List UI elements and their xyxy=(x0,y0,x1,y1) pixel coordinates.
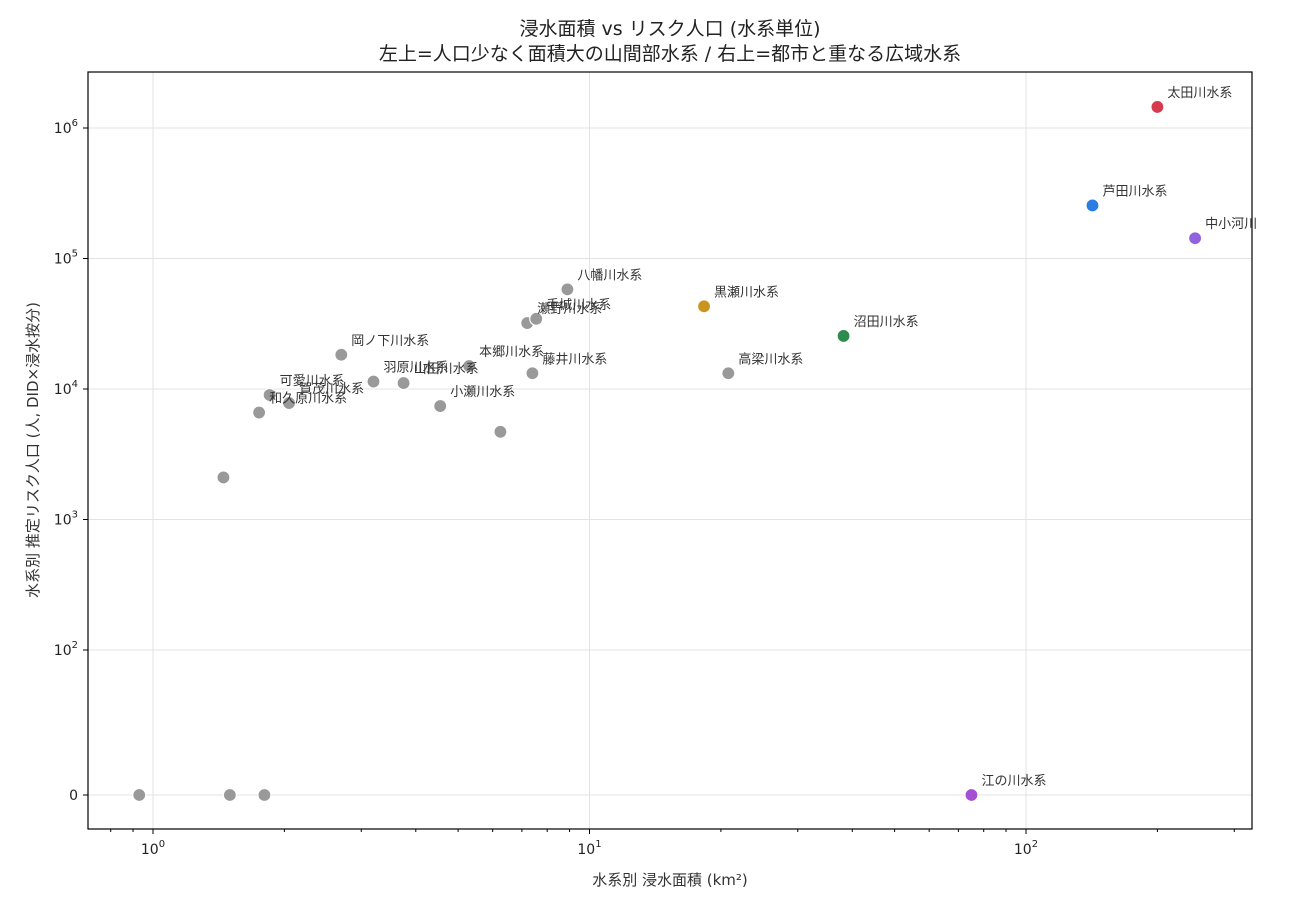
data-point xyxy=(525,366,540,381)
point-label: 芦田川水系 xyxy=(1102,184,1167,199)
point-label: 手城川水系 xyxy=(546,298,611,313)
data-point xyxy=(1085,198,1100,213)
point-label: 小瀬川水系 xyxy=(450,385,515,400)
point-label: 高梁川水系 xyxy=(738,351,803,367)
grid-lines xyxy=(88,72,1252,829)
data-point xyxy=(216,470,231,485)
point-label: 八幡川水系 xyxy=(577,268,642,283)
data-point xyxy=(721,366,736,381)
plot-frame xyxy=(87,71,1253,830)
point-label: 羽原川水系 xyxy=(383,361,448,376)
data-point xyxy=(334,347,349,362)
y-axis-label: 水系別 推定リスク人口 (人, DID×浸水按分) xyxy=(24,302,42,598)
data-point xyxy=(560,282,575,297)
data-points xyxy=(132,99,1203,803)
point-label: 沼田川水系 xyxy=(854,315,919,330)
data-point xyxy=(281,395,297,411)
data-point xyxy=(1187,231,1203,246)
data-point xyxy=(1150,99,1165,115)
point-label: 黒瀬川水系 xyxy=(714,285,779,300)
x-tick-label: 101 xyxy=(577,839,601,858)
y-tick-label: 106 xyxy=(54,118,78,137)
point-label: 江の川水系 xyxy=(981,774,1046,789)
data-point xyxy=(222,787,237,803)
chart-title: 浸水面積 vs リスク人口 (水系単位) xyxy=(519,18,820,40)
y-tick-label: 0 xyxy=(69,788,78,804)
data-point xyxy=(529,311,544,326)
point-label: 賀茂川水系 xyxy=(299,382,364,397)
data-point xyxy=(696,299,712,314)
point-label: 中小河川 xyxy=(1205,217,1257,232)
data-point xyxy=(836,328,851,344)
point-label: 瀬野川水系 xyxy=(537,302,602,317)
data-point xyxy=(251,405,267,420)
data-point xyxy=(493,424,508,439)
data-point xyxy=(366,374,381,389)
point-label: 太田川水系 xyxy=(1167,86,1232,101)
y-tick-label: 104 xyxy=(54,379,78,398)
y-tick-label: 102 xyxy=(54,640,78,659)
data-point xyxy=(262,387,277,403)
y-tick-label: 105 xyxy=(54,249,78,268)
x-axis-ticks: 100 101 102 xyxy=(110,829,1235,858)
x-axis-label: 水系別 浸水面積 (km²) xyxy=(592,871,748,889)
y-tick-label: 103 xyxy=(54,510,78,529)
data-point xyxy=(396,375,411,391)
point-label: 和久原川水系 xyxy=(269,392,347,407)
data-point xyxy=(433,398,448,414)
data-point xyxy=(132,787,147,803)
data-point xyxy=(964,787,979,803)
x-tick-label: 102 xyxy=(1014,839,1038,858)
data-point xyxy=(257,787,272,803)
y-axis-ticks: 0 102 103 104 105 106 xyxy=(54,118,88,804)
point-label: 山田川水系 xyxy=(414,362,479,377)
point-label: 可愛川水系 xyxy=(280,374,345,389)
chart-subtitle: 左上=人口少なく面積大の山間部水系 / 右上=都市と重なる広域水系 xyxy=(379,43,961,65)
data-point xyxy=(462,358,477,374)
x-tick-label: 100 xyxy=(141,839,165,858)
point-label: 本郷川水系 xyxy=(479,345,544,360)
point-label: 岡ノ下川水系 xyxy=(351,334,429,349)
point-label: 藤井川水系 xyxy=(542,352,607,367)
